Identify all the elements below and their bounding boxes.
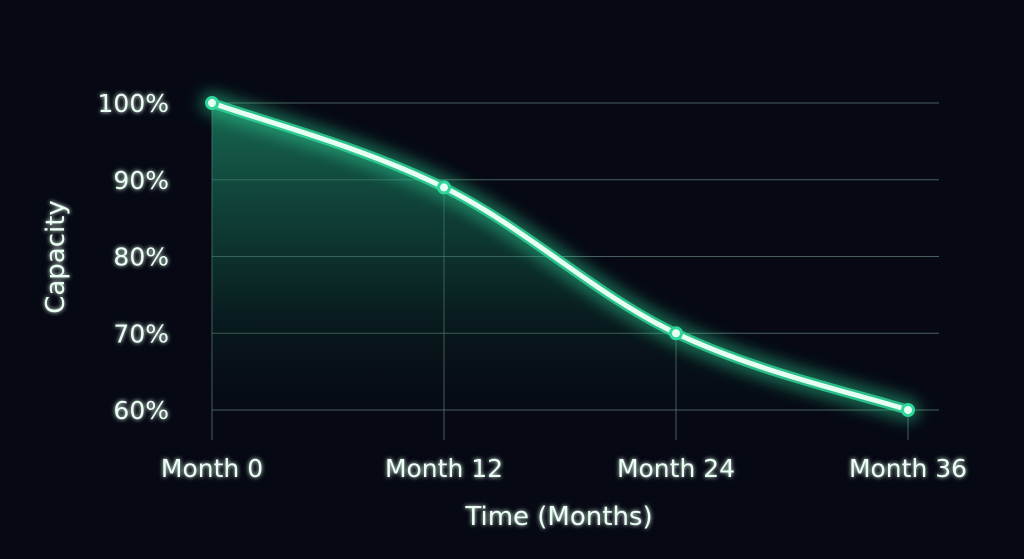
x-tick-label: Month 36 <box>849 454 967 483</box>
y-tick-label: 70% <box>113 319 169 348</box>
y-tick-label: 60% <box>113 396 169 425</box>
tick-layer: 60% 70% 80% 90% 100% Month 0 Month 12 Month 24 M… <box>98 89 968 483</box>
x-tick-label: Month 0 <box>161 454 263 483</box>
data-point <box>901 403 915 417</box>
y-tick-label: 90% <box>113 166 169 195</box>
area-fill <box>212 103 908 410</box>
x-axis-title: Time (Months) <box>464 502 652 532</box>
data-point <box>437 180 451 195</box>
x-tick-label: Month 12 <box>385 454 503 483</box>
data-point <box>669 326 683 341</box>
capacity-line <box>209 100 911 413</box>
data-point <box>205 96 219 110</box>
y-tick-label: 100% <box>98 89 169 118</box>
x-tick-label: Month 24 <box>617 454 735 483</box>
series-layer <box>200 91 920 422</box>
y-axis-title: Capacity <box>41 200 71 314</box>
y-tick-label: 80% <box>113 243 169 272</box>
